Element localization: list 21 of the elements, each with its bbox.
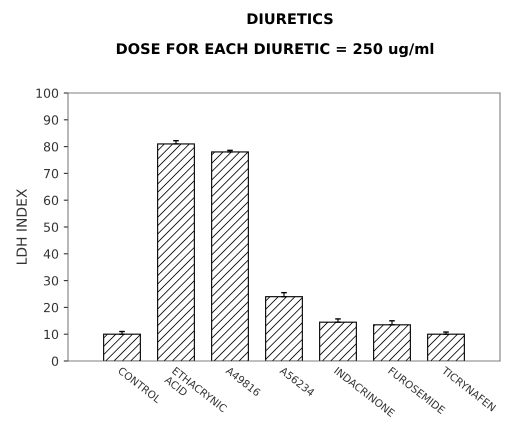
bar [157,143,195,361]
bar [373,324,411,361]
bar [211,151,249,361]
y-tick-label: 100 [36,88,58,98]
y-tick-label: 60 [44,196,58,206]
bar [319,322,357,361]
bar [103,334,141,361]
y-tick-label: 80 [44,142,58,152]
bar [265,296,303,361]
y-tick-label: 0 [52,356,58,366]
y-tick-label: 50 [44,222,58,232]
y-tick-label: 10 [44,330,58,340]
chart-subtitle: DOSE FOR EACH DIURETIC = 250 ug/ml [116,42,434,58]
y-tick-label: 70 [44,168,58,178]
chart-title: DIURETICS [248,13,333,24]
bar [427,334,465,361]
y-tick-label: 30 [44,276,58,286]
y-axis-title: LDH INDEX [16,189,27,264]
y-tick-label: 40 [44,249,58,259]
y-tick-label: 90 [44,115,58,125]
y-tick-label: 20 [44,302,58,312]
